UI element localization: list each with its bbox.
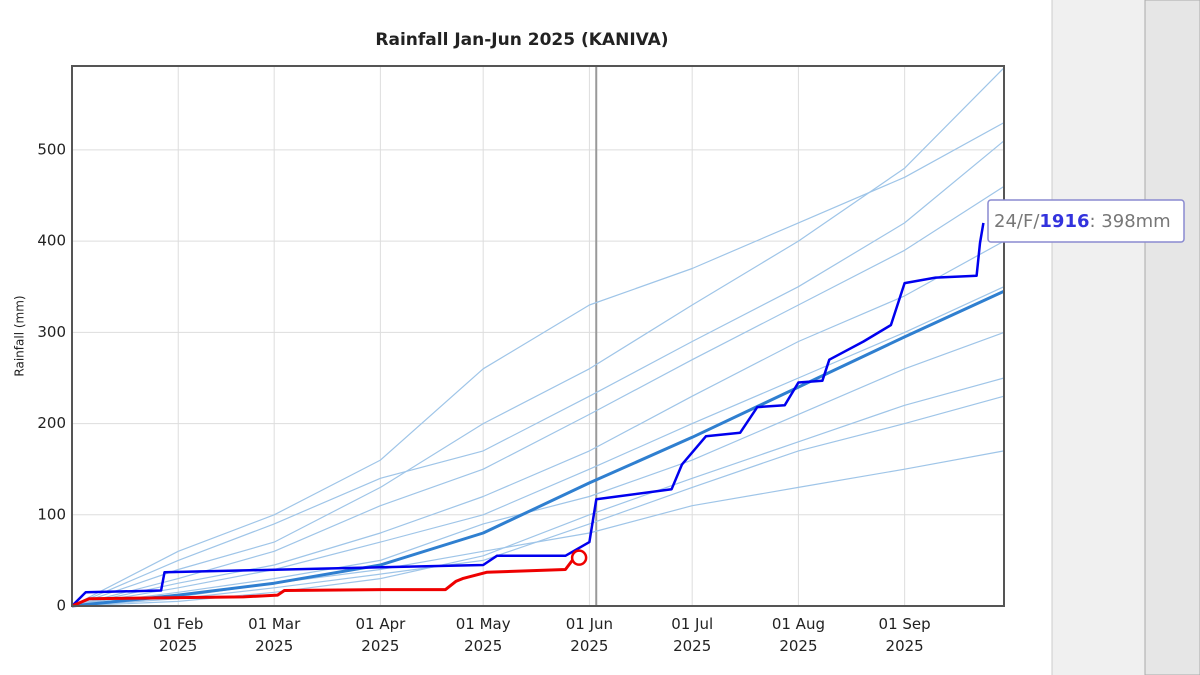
tooltip-text: 24/F/1916: 398mm [994,211,1171,232]
x-tick-label: 01 Mar 2025 [248,615,301,655]
y-tick-label: 300 [37,323,66,341]
line [71,122,1005,607]
chart-title: Rainfall Jan-Jun 2025 (KANIVA) [375,30,668,50]
tooltip-prefix: 24/F/ [994,211,1040,232]
y-axis-label: Rainfall (mm) [13,295,27,376]
y-tick-label: 200 [37,414,66,432]
line [71,331,1005,607]
line [71,140,1005,607]
y-tick-label: 0 [56,597,66,615]
line [71,289,1005,608]
line [71,185,1005,607]
y-tick-label: 500 [37,140,66,158]
scrollbar[interactable] [1144,0,1200,675]
line [71,395,1005,607]
line [71,240,1005,607]
x-tick-label: 01 Jun 2025 [566,615,613,655]
x-tick-label: 01 Feb 2025 [153,615,203,655]
line [71,67,1005,607]
line [71,450,1005,607]
line [71,286,1005,607]
y-tick-label: 100 [37,505,66,523]
line [71,222,985,607]
x-tick-label: 01 Aug 2025 [772,615,825,655]
tooltip-year: 1916 [1039,211,1089,232]
tooltip-suffix: : 398mm [1090,211,1171,232]
x-tick-label: 01 May 2025 [456,615,511,655]
tooltip-box [987,199,1185,243]
y-tick-label: 400 [37,232,66,250]
x-tick-label: 01 Jul 2025 [671,615,713,655]
end-marker [570,549,588,566]
line [71,556,580,608]
plot-frame [71,65,1005,607]
x-tick-label: 01 Apr 2025 [355,615,406,655]
x-tick-label: 01 Sep 2025 [879,615,931,655]
